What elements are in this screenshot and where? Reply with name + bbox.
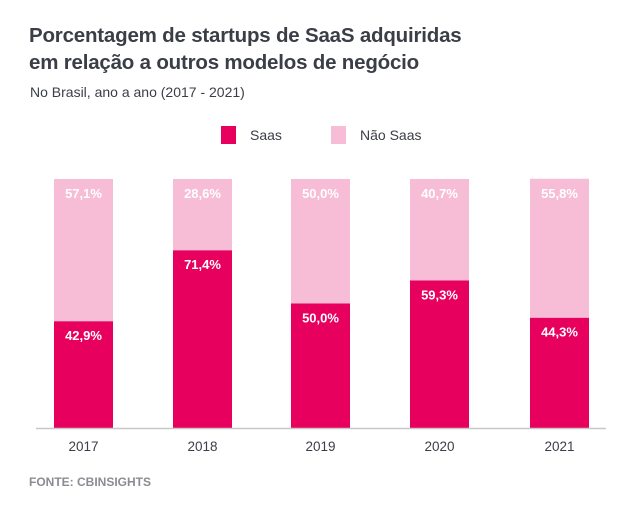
source-note: FONTE: CBINSIGHTS [29,475,151,489]
x-tick-label: 2017 [68,439,98,454]
bar-saas-2019 [291,303,350,428]
bar-nao-saas-2018 [173,179,232,251]
x-tick-label: 2019 [305,439,335,454]
data-label: 71,4% [184,257,221,272]
data-label: 50,0% [302,186,339,201]
bar-nao-saas-2021 [530,178,589,318]
legend-item-nao-saas: Não Saas [331,126,421,144]
data-label: 44,3% [541,325,578,340]
bar-nao-saas-2017 [54,179,113,322]
legend-item-saas: Saas [221,126,282,144]
bar-saas-2017 [54,321,113,428]
data-label: 28,6% [184,186,221,201]
data-label: 42,9% [65,328,102,343]
data-label: 59,3% [421,287,458,302]
chart-title: Porcentagem de startups de SaaS adquirid… [29,22,462,76]
bar-saas-2021 [530,317,589,428]
bar-nao-saas-2020 [410,179,469,281]
x-tick-label: 2021 [544,439,574,454]
bar-saas-2018 [173,250,232,428]
x-tick-label: 2020 [424,439,454,454]
legend-swatch-saas [221,126,236,144]
x-tick-label: 2018 [187,439,217,454]
bar-nao-saas-2019 [291,179,350,304]
data-label: 57,1% [65,186,102,201]
data-label: 50,0% [302,311,339,326]
data-label: 55,8% [541,186,578,201]
data-label: 40,7% [421,186,458,201]
chart-subtitle: No Brasil, ano a ano (2017 - 2021) [30,84,245,100]
chart-title-line-1: Porcentagem de startups de SaaS adquirid… [29,24,462,47]
legend-swatch-nao-saas [331,126,346,144]
bar-saas-2020 [410,280,469,428]
chart-title-line-2: em relação a outros modelos de negócio [29,51,419,74]
legend-label-saas: Saas [250,127,282,143]
legend-label-nao-saas: Não Saas [360,127,422,143]
